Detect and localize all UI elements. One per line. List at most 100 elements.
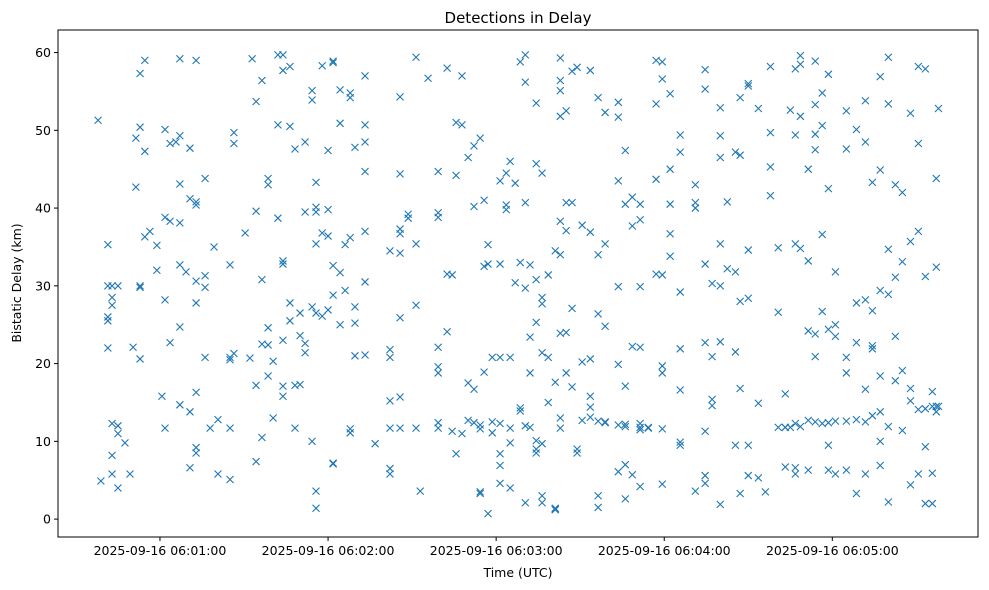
data-point bbox=[544, 271, 553, 279]
data-point bbox=[108, 281, 116, 290]
data-point bbox=[161, 295, 169, 304]
data-point bbox=[906, 109, 915, 118]
data-point bbox=[396, 313, 404, 322]
data-point bbox=[884, 53, 893, 62]
data-point bbox=[103, 316, 112, 325]
data-point bbox=[556, 250, 565, 259]
data-point bbox=[136, 69, 144, 78]
data-point bbox=[716, 103, 725, 112]
data-point bbox=[488, 418, 497, 426]
data-point bbox=[175, 323, 184, 331]
data-point bbox=[824, 325, 833, 334]
data-point bbox=[868, 341, 877, 350]
data-point bbox=[386, 353, 394, 362]
data-point bbox=[556, 86, 565, 95]
data-point bbox=[824, 184, 833, 193]
data-point bbox=[861, 96, 870, 105]
data-point bbox=[891, 376, 900, 385]
data-point bbox=[269, 357, 278, 366]
data-point bbox=[621, 422, 630, 431]
data-point bbox=[226, 355, 234, 364]
data-point bbox=[652, 56, 661, 65]
data-point bbox=[502, 169, 511, 177]
data-point bbox=[568, 383, 576, 391]
data-point bbox=[601, 418, 610, 427]
data-point bbox=[906, 481, 915, 489]
data-point bbox=[676, 441, 685, 450]
data-point bbox=[186, 144, 194, 153]
data-point bbox=[396, 424, 404, 433]
data-point bbox=[258, 76, 266, 85]
data-point bbox=[551, 505, 560, 513]
data-point bbox=[336, 268, 344, 277]
data-point bbox=[614, 113, 623, 121]
data-point bbox=[652, 175, 661, 184]
data-point bbox=[568, 67, 576, 76]
data-point bbox=[573, 63, 581, 72]
data-point bbox=[516, 258, 525, 267]
data-point bbox=[906, 384, 915, 393]
data-point bbox=[361, 351, 369, 359]
y-tick-label: 10 bbox=[35, 434, 51, 449]
data-points bbox=[94, 50, 943, 518]
data-point bbox=[230, 139, 238, 148]
data-point bbox=[701, 65, 710, 74]
data-point bbox=[614, 421, 623, 429]
data-point bbox=[488, 353, 497, 362]
data-point bbox=[774, 243, 783, 252]
data-point bbox=[274, 214, 282, 223]
data-point bbox=[443, 327, 452, 336]
data-point bbox=[452, 171, 460, 180]
data-point bbox=[562, 106, 571, 115]
data-point bbox=[145, 227, 154, 236]
data-point bbox=[811, 418, 820, 426]
data-point bbox=[448, 427, 457, 436]
data-point bbox=[496, 461, 504, 470]
data-point bbox=[506, 424, 515, 433]
data-point bbox=[852, 489, 861, 498]
data-point bbox=[252, 381, 260, 390]
data-point bbox=[526, 369, 534, 377]
data-point bbox=[868, 344, 877, 353]
data-point bbox=[723, 264, 732, 273]
data-point bbox=[506, 157, 515, 166]
data-point bbox=[458, 429, 466, 438]
data-point bbox=[676, 288, 685, 296]
data-point bbox=[175, 260, 184, 269]
data-point bbox=[906, 397, 915, 405]
data-point bbox=[264, 341, 272, 349]
data-point bbox=[658, 362, 667, 370]
data-point bbox=[736, 384, 745, 393]
data-point bbox=[269, 414, 278, 422]
data-point bbox=[532, 275, 541, 284]
data-point bbox=[666, 89, 675, 98]
data-point bbox=[658, 480, 667, 489]
data-point bbox=[744, 82, 753, 90]
data-point bbox=[346, 428, 355, 437]
data-point bbox=[361, 167, 369, 176]
data-point bbox=[308, 302, 316, 311]
data-point bbox=[551, 246, 560, 255]
data-point bbox=[852, 125, 861, 134]
data-point bbox=[521, 284, 530, 293]
data-point bbox=[586, 392, 595, 401]
data-point bbox=[614, 467, 623, 476]
data-point bbox=[214, 415, 222, 424]
data-point bbox=[621, 200, 630, 209]
data-point bbox=[614, 360, 623, 369]
data-point bbox=[131, 134, 140, 142]
data-point bbox=[336, 85, 344, 94]
data-point bbox=[158, 392, 166, 401]
data-point bbox=[766, 162, 775, 171]
data-point bbox=[573, 449, 581, 457]
data-point bbox=[791, 419, 800, 428]
data-point bbox=[578, 358, 587, 366]
data-point bbox=[544, 353, 553, 362]
data-point bbox=[301, 208, 309, 216]
data-point bbox=[716, 281, 725, 290]
data-point bbox=[153, 241, 161, 250]
y-tick-label: 30 bbox=[35, 278, 51, 293]
data-point bbox=[126, 470, 134, 478]
data-point bbox=[274, 120, 282, 129]
